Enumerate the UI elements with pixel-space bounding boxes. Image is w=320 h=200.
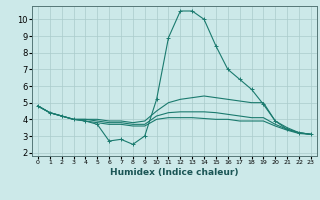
X-axis label: Humidex (Indice chaleur): Humidex (Indice chaleur) bbox=[110, 168, 239, 177]
